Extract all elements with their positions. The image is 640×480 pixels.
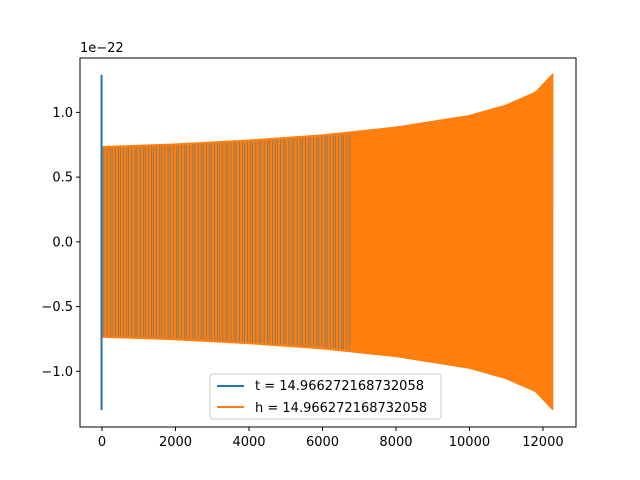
y-tick-label: 1.0 xyxy=(52,106,73,121)
y-tick-label: 0.5 xyxy=(52,171,73,186)
y-axis: −1.0 −0.5 0.0 0.5 1.0 xyxy=(41,106,80,380)
plot-area xyxy=(100,73,554,411)
y-tick-label: 0.0 xyxy=(52,235,73,250)
legend-box xyxy=(209,373,442,420)
series-h-line xyxy=(101,73,554,411)
legend: t = 14.966272168732058 h = 14.9662721687… xyxy=(209,373,442,420)
series-t-line xyxy=(100,74,351,411)
legend-label-t: t = 14.966272168732058 xyxy=(255,379,424,394)
y-offset-text: 1e−22 xyxy=(80,41,124,56)
x-tick-label: 6000 xyxy=(306,435,339,450)
x-tick-label: 12000 xyxy=(522,435,563,450)
x-tick-label: 2000 xyxy=(159,435,192,450)
x-tick-label: 8000 xyxy=(379,435,412,450)
y-tick-label: −0.5 xyxy=(41,300,73,315)
x-tick-label: 10000 xyxy=(449,435,490,450)
legend-label-h: h = 14.966272168732058 xyxy=(255,401,427,416)
series-h-path xyxy=(101,73,554,411)
x-axis: 0 2000 4000 6000 8000 10000 12000 xyxy=(98,427,564,450)
x-tick-label: 0 xyxy=(98,435,106,450)
y-tick-label: −1.0 xyxy=(41,365,73,380)
axes-frame xyxy=(79,57,577,428)
x-tick-label: 4000 xyxy=(232,435,265,450)
